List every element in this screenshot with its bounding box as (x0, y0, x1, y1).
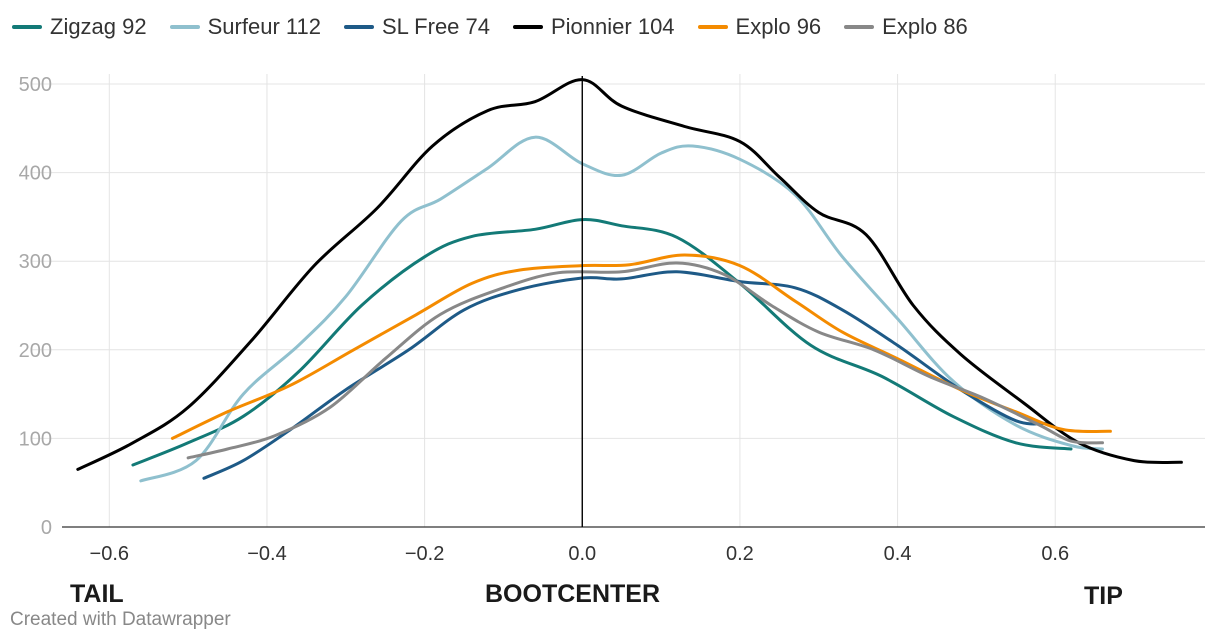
legend-swatch (513, 25, 543, 29)
legend-swatch (169, 25, 200, 29)
legend-label: Zigzag 92 (50, 14, 147, 39)
legend-item-zigzag-92: Zigzag 92 (12, 14, 147, 40)
tip-zone-label: TIP (1084, 582, 1123, 610)
x-tick-label: 0.0 (568, 543, 596, 565)
legend-swatch (844, 25, 875, 29)
series-line-sl-free-74 (202, 270, 1049, 480)
series-line-explo-96 (170, 253, 1112, 440)
legend-label: Surfeur 112 (207, 14, 321, 39)
y-tick-label: 100 (19, 428, 52, 450)
chart-legend: Zigzag 92 Surfeur 112 SL Free 74 Pionnie… (12, 14, 991, 40)
legend-label: SL Free 74 (381, 14, 490, 39)
legend-swatch (343, 25, 374, 29)
y-tick-label: 0 (41, 517, 52, 539)
y-tick-label: 300 (19, 251, 52, 273)
legend-label: Pionnier 104 (551, 14, 675, 39)
legend-label: Explo 96 (735, 14, 822, 39)
legend-swatch (12, 25, 42, 29)
x-tick-label: 0.4 (884, 543, 912, 565)
x-tick-label: −0.4 (247, 543, 286, 565)
legend-item-explo-86: Explo 86 (844, 14, 968, 40)
y-tick-label: 500 (19, 74, 52, 96)
legend-item-sl-free-74: SL Free 74 (343, 14, 490, 40)
x-tick-label: −0.2 (405, 543, 444, 565)
tail-zone-label: TAIL (70, 580, 124, 608)
series-line-pionnier-104 (76, 78, 1183, 471)
legend-item-explo-96: Explo 96 (697, 14, 822, 40)
legend-item-surfeur-112: Surfeur 112 (169, 14, 321, 40)
legend-label: Explo 86 (882, 14, 968, 39)
series-line-explo-86 (186, 261, 1104, 460)
datawrapper-credit: Created with Datawrapper (10, 609, 231, 630)
x-tick-label: 0.6 (1041, 543, 1069, 565)
legend-swatch (697, 25, 728, 29)
series-line-surfeur-112 (139, 135, 1104, 483)
x-tick-label: −0.6 (90, 543, 129, 565)
x-tick-label: 0.2 (726, 543, 754, 565)
legend-item-pionnier-104: Pionnier 104 (513, 14, 675, 40)
y-tick-label: 400 (19, 163, 52, 185)
series-line-zigzag-92 (131, 218, 1073, 467)
bootcenter-zone-label: BOOTCENTER (485, 580, 660, 608)
y-tick-label: 200 (19, 340, 52, 362)
